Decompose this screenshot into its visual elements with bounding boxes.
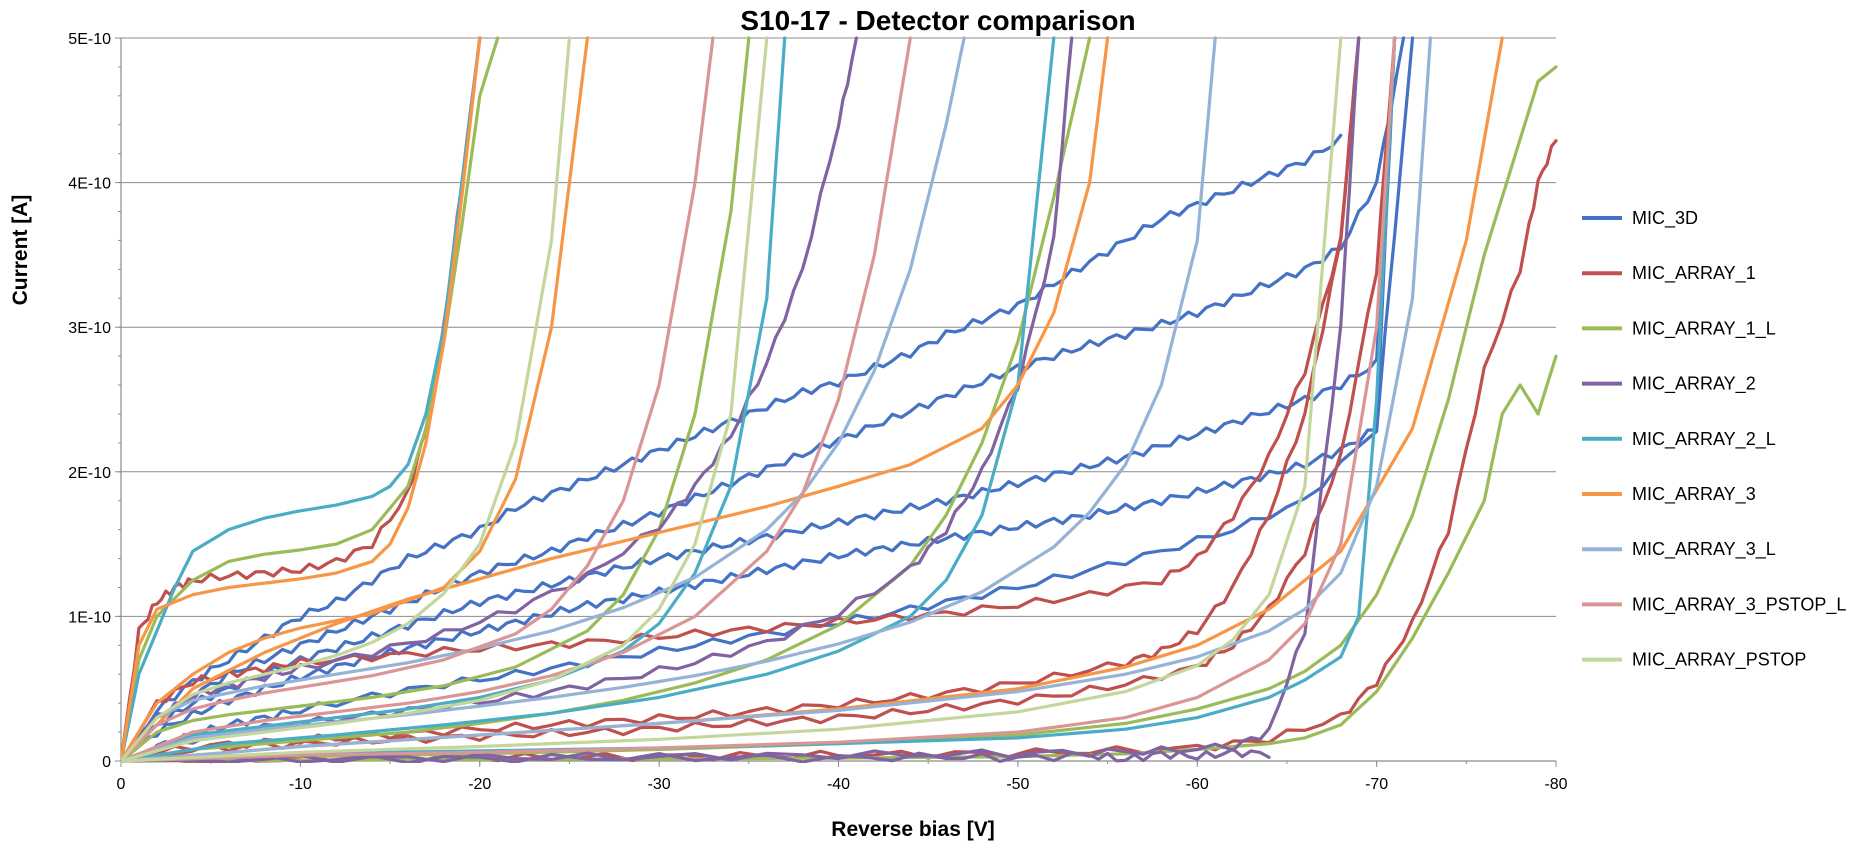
x-tick-label: 0 [117,776,126,793]
series-line [121,36,966,763]
series-line [121,36,751,763]
y-tick-label: 3E-10 [68,320,111,337]
legend-label: MIC_ARRAY_3_L [1632,539,1776,560]
legend-label: MIC_ARRAY_3 [1632,484,1756,505]
legend-label: MIC_ARRAY_3_PSTOP_L [1632,594,1846,615]
legend-label: MIC_ARRAY_PSTOP [1632,650,1806,671]
x-tick-label: -20 [468,776,491,793]
series-line [121,36,1056,763]
legend-label: MIC_ARRAY_2_L [1632,429,1776,450]
series-line [121,747,1271,763]
series-line [121,36,1110,763]
series-line [121,36,482,763]
y-tick-label: 0 [102,754,111,771]
legend-label: MIC_ARRAY_1_L [1632,318,1776,339]
series-line [121,36,1397,763]
series-line [121,36,1343,763]
y-tick-label: 5E-10 [68,31,111,48]
series-line [121,36,482,763]
legend-label: MIC_ARRAY_1 [1632,263,1756,284]
x-tick-label: -10 [289,776,312,793]
series-line [121,36,858,763]
series-line [121,36,1415,763]
legend-label: MIC_3D [1632,208,1698,229]
x-tick-label: -40 [827,776,850,793]
series-line [121,36,571,763]
gridlines [121,37,1556,617]
series-mic-3d [121,36,1415,763]
series-mic-array-pstop [121,36,1343,763]
legend-label: MIC_ARRAY_2 [1632,374,1756,395]
x-tick-label: -50 [1006,776,1029,793]
legend: MIC_3D MIC_ARRAY_1 MIC_ARRAY_1_L MIC_ARRAY_… [1582,208,1846,671]
chart-title: S10-17 - Detector comparison [740,5,1135,36]
x-tick-label: -60 [1186,776,1209,793]
series-line [121,36,1432,763]
plot-area [121,36,1558,763]
y-axis-title: Current [A] [9,195,32,306]
y-tick-label: 4E-10 [68,176,111,193]
series-line [121,36,1397,763]
y-tick-label: 1E-10 [68,609,111,626]
x-tick-label: -70 [1365,776,1388,793]
series-mic-array-2 [121,36,1361,763]
series-line [121,36,482,763]
axes: 0 1E-10 2E-10 3E-10 4E-10 5E-10 0 -10 -20 -30 -40 -… [68,31,1567,793]
series-line [121,36,1361,763]
series-line [121,36,715,763]
x-tick-label: -80 [1544,776,1567,793]
x-axis-title: Reverse bias [V] [831,818,994,841]
series-line [121,36,1397,763]
y-tick-label: 2E-10 [68,465,111,482]
series-line [121,354,1558,763]
series-line [121,36,500,763]
series-line [121,36,1092,763]
x-tick-label: -30 [648,776,671,793]
series-line [121,36,589,763]
series-line [121,36,769,763]
series-line [121,36,1217,763]
series-line [121,36,1406,763]
